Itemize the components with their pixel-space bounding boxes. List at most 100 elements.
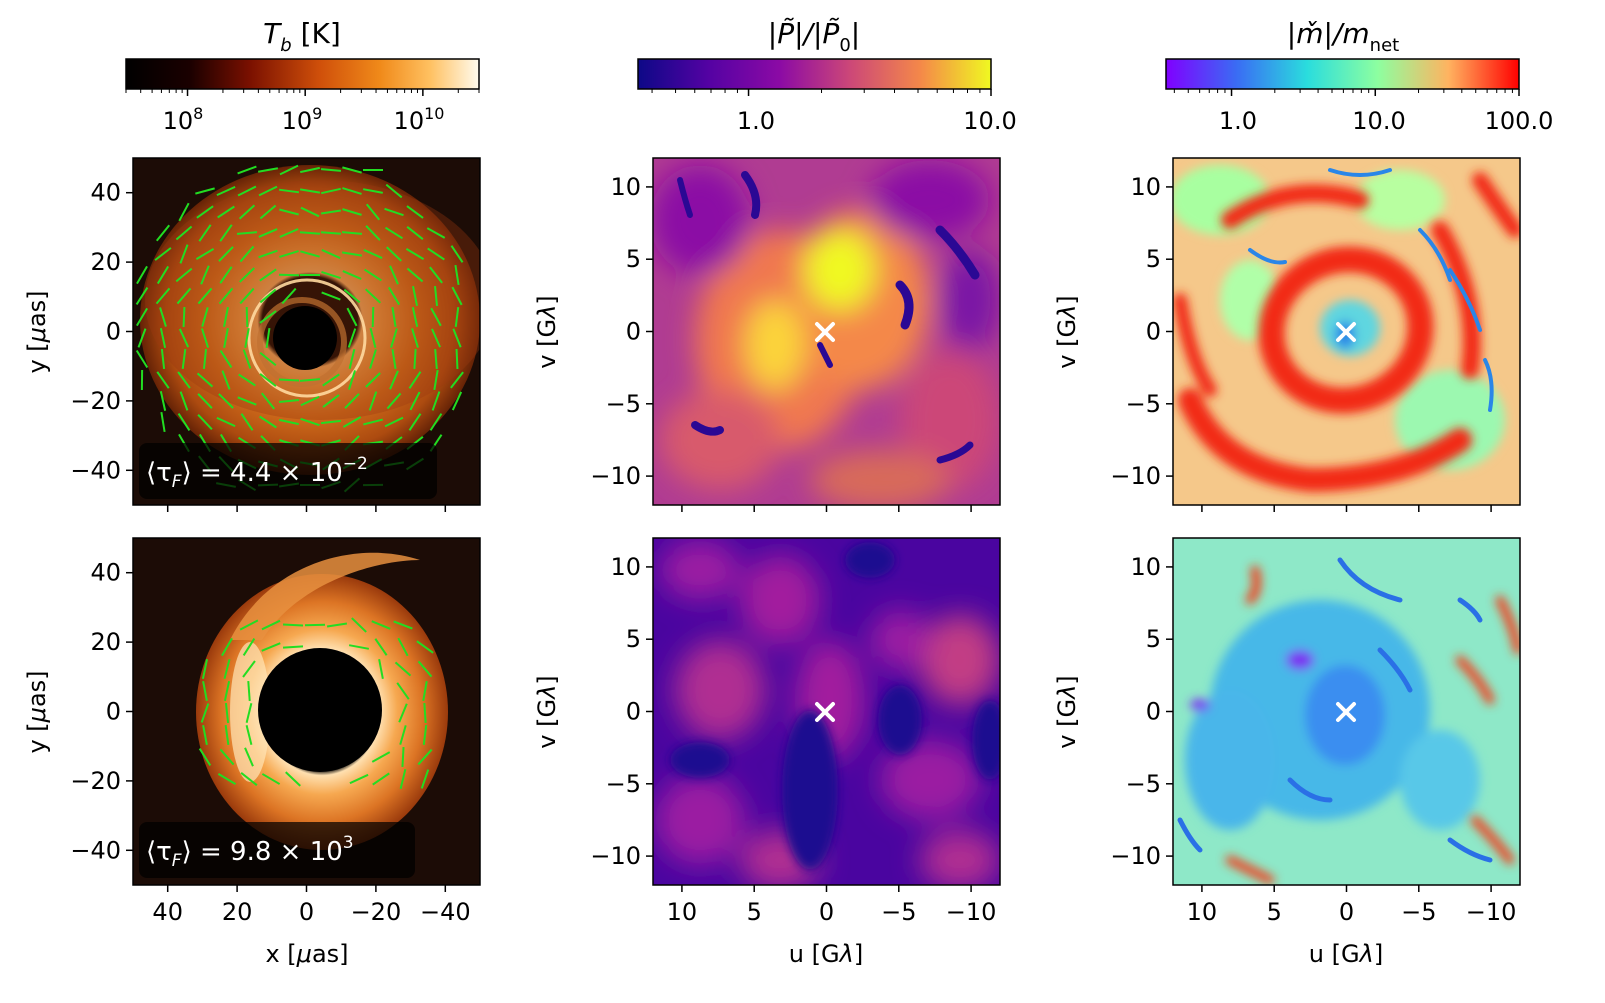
xlabel-image-mu: μ [296,940,312,968]
panel-p-top [650,158,1000,510]
image-bottom-ytick-label: −20 [70,767,121,795]
xlabel-m-lam: λ [1358,940,1374,968]
ylabel-m-bottom-lam: λ [1053,685,1081,701]
p-top-blob-3 [805,230,875,310]
P-top-ytick-label: 10 [610,173,641,201]
cb1-tick-label-1e9: 109 [282,104,323,135]
m-top-ytick-label: −10 [1110,462,1161,490]
ann-top-sub: F [172,472,182,492]
ann-top-exp: −2 [343,454,368,474]
colorbar-title-m: |m̌|/mnet [1287,17,1399,56]
cb3-tick-label-1p0: 1.0 [1219,107,1257,135]
evpa-tick [414,349,415,369]
m-bottom-xtick-label: −10 [1466,898,1517,926]
evpa-tick [373,307,374,327]
m-bottom-ytick-label: −10 [1110,842,1161,870]
m-top-ytick-label: 10 [1130,173,1161,201]
image-top-ytick-label: 20 [90,248,121,276]
ann-top-mid: ⟩ = 4.4 × 10 [182,458,343,488]
evpa-tick [283,646,303,647]
P-bottom-xtick-label: 0 [819,898,834,926]
ylabel-m-top-lam: λ [1053,305,1081,321]
cb1-tick-exp-10: 10 [424,104,444,123]
ann-bot-mid: ⟩ = 9.8 × 10 [182,837,343,867]
cb1-tick-ten-2: 10 [282,107,313,135]
ylabel-image-top-pre: y [ [23,342,51,373]
cb3-ticks [1174,89,1519,96]
p-bottom-blob-2 [740,555,820,645]
cb1-tick-ten-1: 10 [163,107,194,135]
P-bottom-xtick-label: 5 [747,898,762,926]
P-bottom-xtick-label: 10 [667,898,698,926]
ylabel-p-bottom-lam: λ [533,685,561,701]
cb1-ticks [126,89,479,96]
P-bottom-ytick-label: 5 [626,625,641,653]
ylabel-p-bottom-pre: v [G [533,699,561,749]
p-top-blob-5 [660,390,780,490]
p-bottom-blob-6 [870,610,930,670]
image-bottom-xtick-label: 40 [152,898,183,926]
p-top-blob-10 [810,450,950,510]
p-bottom-blob-7 [655,775,745,865]
ylabel-image-bottom-pre: y [ [23,722,51,753]
p-bottom-blob-5 [920,615,1000,705]
ylabel-p-bottom: v [Gλ] [533,675,561,748]
P-top-ytick-label: −10 [590,462,641,490]
cb1-tick-label-1e10: 1010 [394,104,445,135]
p-top-blob-8 [870,160,990,240]
xlabel-m-post: ] [1374,940,1383,968]
image-bottom-xtick-label: −40 [420,898,471,926]
xlabel-image-post: as] [312,940,349,968]
m-bottom-blue-3 [1400,730,1480,830]
cb3-tick-label-100p0: 100.0 [1485,107,1554,135]
p-bottom-blob-10 [920,830,1000,890]
ylabel-p-top: v [Gλ] [533,295,561,368]
ann-top-pre: ⟨τ [146,458,172,488]
ann-bot-sub: F [172,851,182,871]
P-top-ytick-label: −5 [606,390,641,418]
ann-bot-pre: ⟨τ [146,837,172,867]
colorbar-title-p: |P̃|/|P̃0| [768,17,860,56]
image-top-outer-haze [145,180,495,420]
image-bottom-ytick-label: 0 [106,698,121,726]
image-bottom-shadow [258,648,382,772]
evpa-tick [279,275,299,276]
cb1-tick-exp-9: 9 [312,104,322,123]
P-bottom-xtick-label: −5 [881,898,916,926]
m-bottom-purple-2 [1190,699,1210,711]
panel-image-bottom: ⟨τF⟩ = 9.8 × 103 [133,538,480,885]
cb1-title-unit: [K] [292,17,341,50]
evpa-tick [283,625,303,626]
image-top-ytick-label: −20 [70,387,121,415]
ylabel-m-top-pre: v [G [1053,319,1081,369]
P-bottom-xtick-label: −10 [946,898,997,926]
xlabel-p-pre: u [G [789,940,840,968]
ylabel-m-top-post: ] [1053,295,1081,304]
P-bottom-ytick-label: 0 [626,698,641,726]
cb3-title-sub: net [1370,35,1400,56]
image-bottom-xtick-label: −20 [351,898,402,926]
evpa-tick [247,307,248,327]
image-bottom-ytick-label: −40 [70,836,121,864]
m-bottom-xtick-label: 0 [1339,898,1354,926]
evpa-tick [279,379,299,380]
xlabel-image-pre: x [ [265,940,296,968]
image-top-ytick-label: 40 [90,179,121,207]
xlabel-image-bottom: x [μas] [265,940,348,968]
colorbar-plasma [638,59,991,89]
m-bottom-ytick-label: 0 [1146,698,1161,726]
P-top-ytick-label: 5 [626,245,641,273]
evpa-tick [402,747,403,767]
m-bottom-ytick-label: 5 [1146,625,1161,653]
image-top-shadow [273,306,337,370]
image-bottom-ytick-label: 20 [90,628,121,656]
image-top-ytick-label: −40 [70,456,121,484]
ylabel-p-bottom-post: ] [533,675,561,684]
p-top-blob-4 [745,300,805,390]
m-bottom-xtick-label: 5 [1267,898,1282,926]
panel-image-top: ⟨τF⟩ = 4.4 × 10−2 [133,158,495,505]
ylabel-m-bottom-pre: v [G [1053,699,1081,749]
ylabel-image-top-mu: μ [23,327,51,343]
cb2-title-end: | [851,17,860,50]
